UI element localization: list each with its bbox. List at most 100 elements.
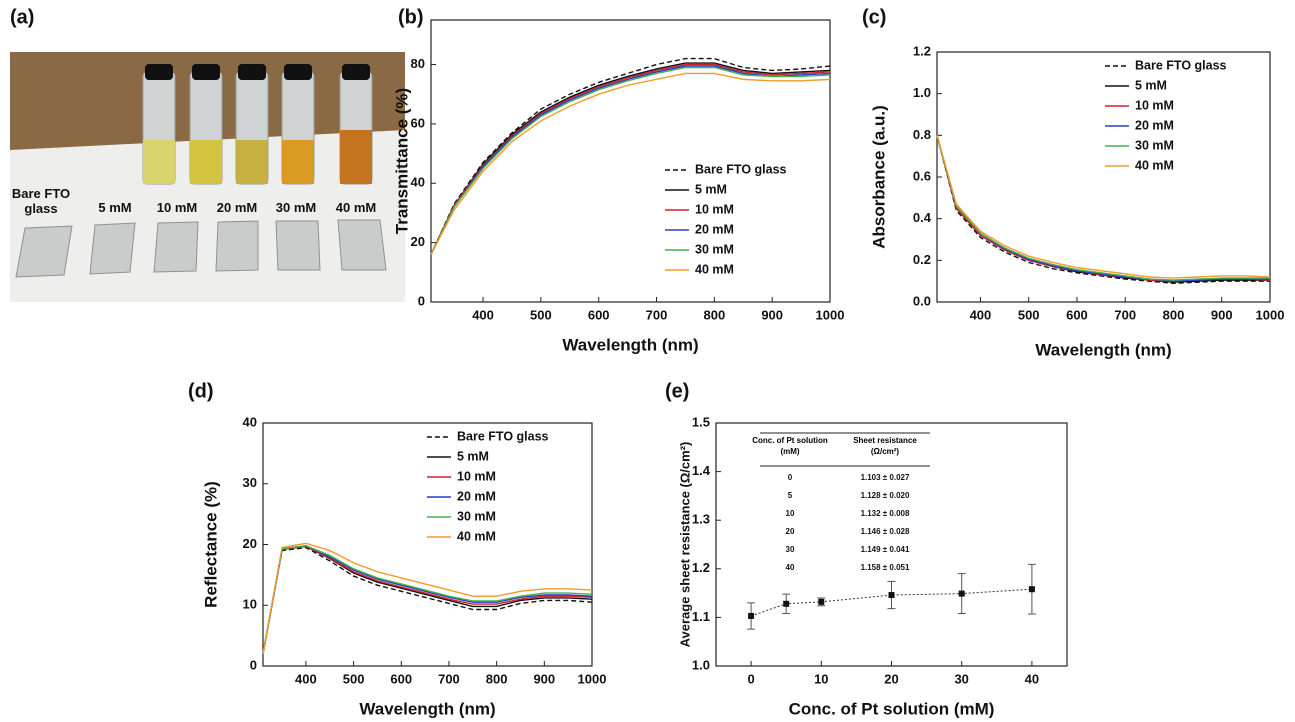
photo-label: 10 mM bbox=[152, 200, 202, 215]
y-axis-title: Transmittance (%) bbox=[392, 88, 411, 234]
table-cell: 40 bbox=[786, 563, 795, 572]
x-tick-label: 400 bbox=[472, 307, 494, 322]
y-tick-label: 0.6 bbox=[913, 168, 931, 183]
series-line bbox=[263, 546, 592, 654]
y-tick-label: 60 bbox=[411, 115, 425, 130]
table-cell: 30 bbox=[786, 545, 795, 554]
y-tick-label: 0 bbox=[250, 657, 257, 672]
photo-label-box: 40 mM bbox=[330, 200, 382, 236]
y-tick-label: 10 bbox=[243, 597, 257, 612]
y-tick-label: 0 bbox=[418, 293, 425, 308]
legend-label: 10 mM bbox=[695, 202, 734, 216]
x-tick-label: 0 bbox=[747, 671, 754, 686]
legend-label: 5 mM bbox=[457, 449, 489, 463]
panel-label: (b) bbox=[398, 6, 424, 28]
x-tick-label: 1000 bbox=[578, 671, 607, 686]
photo-label-box: 30 mM bbox=[270, 200, 322, 236]
legend-label: Bare FTO glass bbox=[695, 162, 787, 176]
figure: (a) Bare FTO glass 5 mM 10 mM 20 mM 30 mM 40 m… bbox=[0, 0, 1295, 722]
photo bbox=[10, 52, 405, 302]
y-tick-label: 30 bbox=[243, 475, 257, 490]
x-tick-label: 1000 bbox=[816, 307, 845, 322]
x-tick-label: 1000 bbox=[1256, 307, 1285, 322]
table-cell: 1.103 ± 0.027 bbox=[861, 473, 910, 482]
y-tick-label: 20 bbox=[243, 536, 257, 551]
y-tick-label: 1.1 bbox=[692, 609, 710, 624]
table-header: Sheet resistance (Ω/cm²) bbox=[840, 435, 930, 457]
x-tick-label: 600 bbox=[1066, 307, 1088, 322]
table-cell: 10 bbox=[786, 509, 795, 518]
table-header-box: Sheet resistance (Ω/cm²) bbox=[840, 435, 930, 461]
x-tick-label: 20 bbox=[884, 671, 898, 686]
legend-label: 40 mM bbox=[457, 529, 496, 543]
photo-label-box: 10 mM bbox=[152, 200, 202, 236]
table-cell: 5 bbox=[788, 491, 793, 500]
legend-label: 10 mM bbox=[457, 469, 496, 483]
x-tick-label: 500 bbox=[1018, 307, 1040, 322]
legend-label: 30 mM bbox=[695, 242, 734, 256]
table-cell: 0 bbox=[788, 473, 793, 482]
series-line bbox=[937, 135, 1270, 282]
legend-label: 5 mM bbox=[1135, 78, 1167, 92]
x-tick-label: 800 bbox=[1163, 307, 1185, 322]
x-tick-label: 800 bbox=[703, 307, 725, 322]
x-tick-label: 900 bbox=[761, 307, 783, 322]
x-tick-label: 700 bbox=[1114, 307, 1136, 322]
x-tick-label: 10 bbox=[814, 671, 828, 686]
x-tick-label: 600 bbox=[588, 307, 610, 322]
table-cell: 1.146 ± 0.028 bbox=[861, 527, 910, 536]
x-tick-label: 700 bbox=[646, 307, 668, 322]
table-cell: 1.158 ± 0.051 bbox=[861, 563, 910, 572]
legend-label: 30 mM bbox=[1135, 138, 1174, 152]
y-tick-label: 1.3 bbox=[692, 512, 710, 527]
y-tick-label: 1.0 bbox=[692, 657, 710, 672]
panel-label: (e) bbox=[665, 380, 689, 402]
y-axis-title: Reflectance (%) bbox=[201, 481, 220, 608]
legend-label: Bare FTO glass bbox=[1135, 58, 1227, 72]
y-tick-label: 40 bbox=[411, 175, 425, 190]
legend-label: Bare FTO glass bbox=[457, 429, 549, 443]
table-cell: 1.128 ± 0.020 bbox=[861, 491, 910, 500]
x-axis-title: Conc. of Pt solution (mM) bbox=[789, 699, 995, 718]
legend-label: 40 mM bbox=[695, 262, 734, 276]
x-tick-label: 800 bbox=[486, 671, 508, 686]
x-tick-label: 30 bbox=[954, 671, 968, 686]
x-tick-label: 900 bbox=[1211, 307, 1233, 322]
x-tick-label: 500 bbox=[530, 307, 552, 322]
y-tick-label: 0.2 bbox=[913, 252, 931, 267]
point bbox=[748, 613, 754, 619]
point bbox=[818, 599, 824, 605]
y-tick-label: 80 bbox=[411, 56, 425, 71]
legend-label: 40 mM bbox=[1135, 158, 1174, 172]
series-line bbox=[937, 135, 1270, 281]
x-tick-label: 400 bbox=[970, 307, 992, 322]
panel-label: (a) bbox=[10, 6, 34, 28]
series-line bbox=[937, 135, 1270, 280]
y-tick-label: 0.0 bbox=[913, 293, 931, 308]
series-line bbox=[263, 548, 592, 654]
table-cell: 1.149 ± 0.041 bbox=[861, 545, 910, 554]
photo-label: 30 mM bbox=[270, 200, 322, 215]
table-header-box: Conc. of Pt solution (mM) bbox=[750, 435, 830, 461]
series-line bbox=[937, 135, 1270, 283]
plot-frame bbox=[937, 52, 1270, 302]
legend-label: 20 mM bbox=[1135, 118, 1174, 132]
x-tick-label: 500 bbox=[343, 671, 365, 686]
point bbox=[1029, 586, 1035, 592]
photo-label: Bare FTO glass bbox=[10, 186, 72, 216]
x-axis-title: Wavelength (nm) bbox=[562, 335, 698, 354]
x-tick-label: 900 bbox=[533, 671, 555, 686]
legend-label: 10 mM bbox=[1135, 98, 1174, 112]
series-line bbox=[937, 135, 1270, 281]
y-tick-label: 0.8 bbox=[913, 127, 931, 142]
legend-label: 5 mM bbox=[695, 182, 727, 196]
table-cell: 20 bbox=[786, 527, 795, 536]
y-tick-label: 20 bbox=[411, 234, 425, 249]
table-header: Conc. of Pt solution (mM) bbox=[750, 435, 830, 457]
panel-label: (c) bbox=[862, 6, 886, 28]
y-tick-label: 0.4 bbox=[913, 210, 932, 225]
legend-label: 20 mM bbox=[695, 222, 734, 236]
y-tick-label: 40 bbox=[243, 414, 257, 429]
x-tick-label: 40 bbox=[1025, 671, 1039, 686]
series-line bbox=[431, 67, 830, 254]
